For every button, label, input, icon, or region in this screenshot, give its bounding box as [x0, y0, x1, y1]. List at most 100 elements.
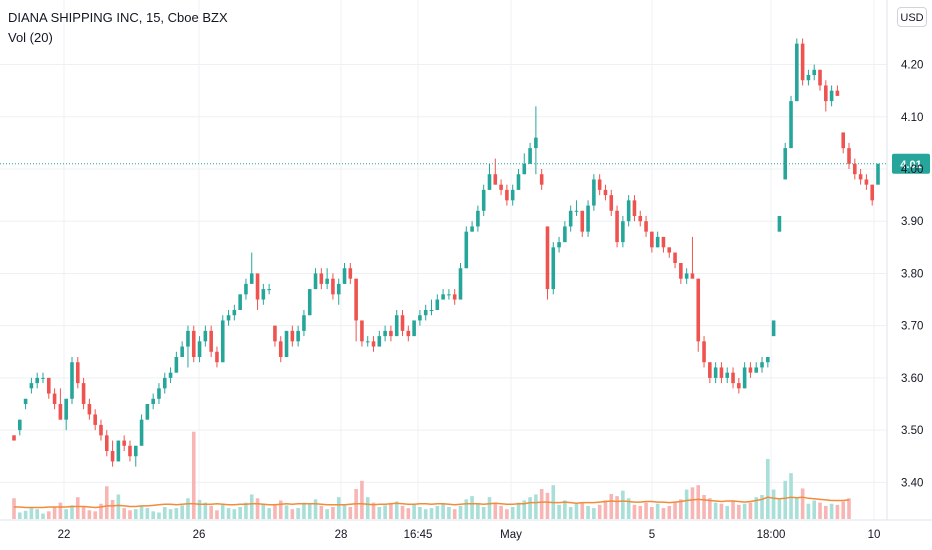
x-tick-label: 28 — [335, 529, 348, 541]
candle-body — [116, 440, 121, 462]
volume-bar — [534, 494, 538, 519]
x-tick-label: 22 — [58, 529, 71, 541]
candle-body — [371, 341, 376, 347]
volume-bar — [626, 498, 631, 519]
candle-body — [319, 273, 324, 284]
candle-body — [394, 315, 399, 337]
volume-bar — [522, 500, 527, 519]
volume-bar — [290, 509, 295, 519]
volume-bar — [824, 505, 828, 519]
volume-bar — [81, 507, 86, 519]
volume-bar — [58, 502, 63, 519]
candle-body — [679, 263, 683, 279]
volume-bar — [29, 508, 34, 519]
candle-body — [580, 210, 585, 232]
volume-bar — [638, 505, 643, 519]
candle-body — [702, 341, 706, 363]
volume-bar — [574, 503, 579, 519]
volume-bar — [412, 504, 416, 519]
volume-bar — [644, 502, 648, 519]
y-tick-label: 4.00 — [901, 164, 923, 176]
candle-body — [238, 294, 242, 310]
last-price-label: 4.01 — [900, 159, 921, 171]
volume-bar — [539, 489, 544, 519]
volume-bar — [441, 503, 445, 519]
volume-bar — [162, 507, 167, 519]
candle-body — [296, 330, 300, 342]
candle-body — [104, 435, 109, 451]
volume-bar — [835, 504, 840, 519]
volume-bar — [365, 497, 370, 519]
candle-body — [348, 268, 353, 279]
candle-body — [719, 367, 724, 378]
volume-bar — [226, 508, 231, 519]
price-axis[interactable]: 4.20 4.10 4.00 3.90 3.80 3.70 3.60 3.50 3.40 — [901, 60, 923, 490]
y-tick-label: 4.20 — [901, 60, 923, 72]
volume-bar — [702, 495, 706, 519]
candle-body — [441, 294, 445, 300]
candle-body — [812, 69, 817, 75]
volume-bar — [41, 513, 45, 519]
time-axis[interactable]: 22 26 28 16:45 May 5 18:00 10 — [58, 529, 881, 541]
candle-body — [255, 273, 260, 300]
volume-bar — [754, 497, 759, 519]
volume-bar — [128, 510, 132, 519]
volume-bar — [528, 497, 532, 519]
currency-button[interactable]: USD — [897, 7, 927, 27]
candle-body — [771, 320, 776, 337]
candle-body — [777, 216, 782, 232]
volume-bar — [180, 505, 184, 519]
volume-bar — [313, 499, 318, 519]
volume-bar — [46, 511, 51, 519]
candle-body — [267, 289, 271, 291]
volume-bar — [284, 505, 289, 519]
volume-bar — [133, 509, 138, 519]
candle-body — [429, 310, 434, 311]
candle-body — [545, 226, 550, 290]
candle-body — [128, 445, 132, 457]
volume-bar — [609, 493, 614, 519]
candle-body — [644, 221, 648, 232]
volume-bar — [267, 508, 271, 519]
candle-body — [661, 236, 666, 248]
y-tick-label: 3.80 — [901, 268, 923, 280]
candle-body — [603, 189, 608, 196]
candle-body — [41, 377, 45, 379]
volume-bar — [64, 509, 68, 519]
candlesticks — [12, 38, 880, 467]
candle-body — [342, 268, 347, 284]
candle-body — [197, 341, 202, 357]
candle-body — [452, 294, 457, 300]
candle-body — [464, 231, 469, 269]
volume-bar — [592, 508, 596, 519]
volume-bar — [319, 505, 324, 519]
candle-body — [806, 75, 811, 81]
x-tick-label: 16:45 — [404, 529, 433, 541]
volume-indicator-label[interactable]: Vol (20) — [8, 30, 53, 45]
candle-body — [673, 252, 677, 263]
x-tick-label: 10 — [868, 529, 881, 541]
symbol-title[interactable]: DIANA SHIPPING INC, 15, Cboe BZX — [8, 10, 228, 25]
volume-bar — [812, 500, 817, 519]
candle-body — [487, 174, 492, 190]
candle-body — [70, 362, 74, 399]
candle-body — [313, 273, 318, 290]
volume-bar — [795, 497, 799, 519]
volume-bar — [278, 500, 283, 519]
candle-body — [522, 163, 527, 175]
candle-body — [46, 377, 51, 394]
volume-ma-line — [14, 496, 850, 509]
candle-body — [858, 174, 863, 180]
candle-body — [336, 283, 341, 295]
volume-bar — [307, 503, 312, 519]
candle-body — [789, 101, 793, 149]
candle-body — [835, 90, 840, 96]
candle-body — [824, 85, 828, 102]
candle-body — [215, 351, 219, 363]
volume-bar — [168, 509, 173, 519]
candle-body — [180, 346, 184, 357]
candle-body — [505, 189, 509, 201]
chart-legend: DIANA SHIPPING INC, 15, Cboe BZX Vol (20… — [8, 8, 228, 48]
candle-body — [157, 388, 161, 399]
